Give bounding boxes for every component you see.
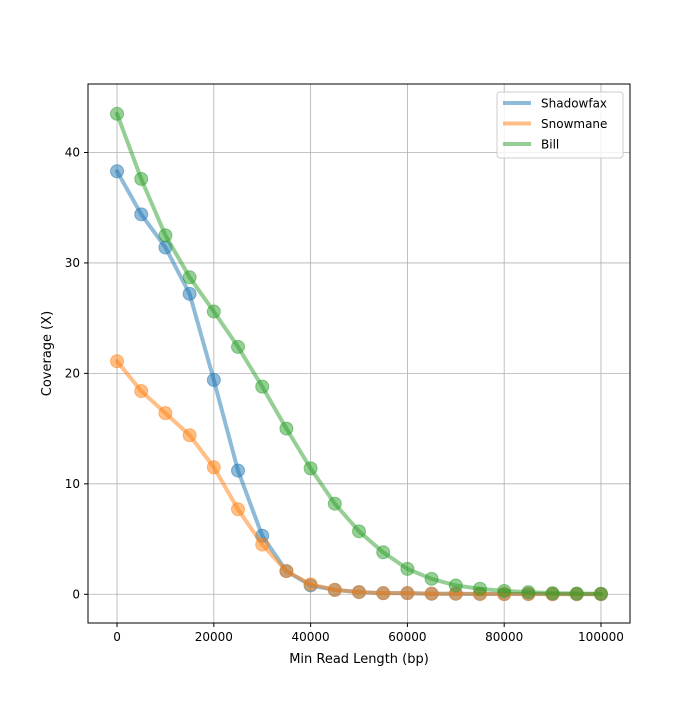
legend: Shadowfax Snowmane Bill bbox=[496, 91, 624, 159]
data-point bbox=[110, 354, 125, 369]
data-point bbox=[521, 585, 536, 600]
data-point bbox=[255, 379, 270, 394]
data-point bbox=[545, 586, 560, 601]
y-tick-label: 10 bbox=[65, 477, 80, 491]
data-point bbox=[231, 463, 246, 478]
data-point bbox=[231, 502, 246, 517]
data-point bbox=[206, 304, 221, 319]
data-point bbox=[327, 582, 342, 597]
data-point bbox=[400, 586, 415, 601]
series-group bbox=[110, 106, 608, 602]
x-axis-label: Min Read Length (bp) bbox=[289, 652, 429, 667]
x-tick-label: 60000 bbox=[388, 630, 426, 644]
data-point bbox=[255, 537, 270, 552]
legend-label: Bill bbox=[541, 138, 559, 152]
data-point bbox=[182, 270, 197, 285]
data-point bbox=[376, 545, 391, 560]
data-point bbox=[569, 586, 584, 601]
data-point bbox=[352, 524, 366, 539]
y-tick-label: 20 bbox=[65, 366, 80, 380]
data-point bbox=[182, 428, 197, 443]
data-point bbox=[206, 460, 221, 475]
data-point bbox=[448, 578, 463, 593]
data-point bbox=[376, 586, 391, 601]
data-point bbox=[303, 577, 318, 592]
data-point bbox=[497, 583, 512, 598]
data-point bbox=[134, 207, 149, 222]
data-point bbox=[352, 585, 366, 600]
axis-ticks: 0 20000 40000 60000 80000 100000 0 10 20 30 40 bbox=[65, 145, 624, 644]
data-point bbox=[134, 171, 149, 186]
data-point bbox=[400, 561, 415, 576]
data-point bbox=[231, 339, 246, 354]
data-point bbox=[279, 564, 294, 579]
data-point bbox=[424, 586, 439, 601]
data-point bbox=[593, 586, 608, 601]
legend-box bbox=[496, 91, 624, 159]
data-point bbox=[206, 373, 221, 388]
plot-frame bbox=[87, 83, 631, 624]
data-point bbox=[303, 461, 318, 476]
x-tick-label: 100000 bbox=[578, 630, 624, 644]
data-point bbox=[424, 571, 439, 586]
data-point bbox=[158, 228, 173, 243]
y-tick-label: 30 bbox=[65, 256, 80, 270]
y-tick-label: 0 bbox=[72, 587, 80, 601]
x-tick-label: 80000 bbox=[485, 630, 523, 644]
data-point bbox=[110, 106, 125, 121]
legend-label: Snowmane bbox=[541, 117, 607, 131]
data-point bbox=[472, 581, 487, 596]
x-tick-label: 0 bbox=[113, 630, 121, 644]
x-tick-label: 20000 bbox=[195, 630, 233, 644]
data-point bbox=[158, 406, 173, 421]
data-point bbox=[182, 286, 197, 301]
x-tick-label: 40000 bbox=[292, 630, 330, 644]
legend-label: Shadowfax bbox=[541, 97, 607, 111]
y-tick-label: 40 bbox=[65, 145, 80, 159]
data-point bbox=[327, 496, 342, 511]
data-point bbox=[279, 421, 294, 436]
y-axis-label: Coverage (X) bbox=[40, 311, 55, 396]
series-bill bbox=[110, 106, 608, 601]
data-point bbox=[134, 384, 149, 399]
data-point bbox=[110, 164, 125, 179]
